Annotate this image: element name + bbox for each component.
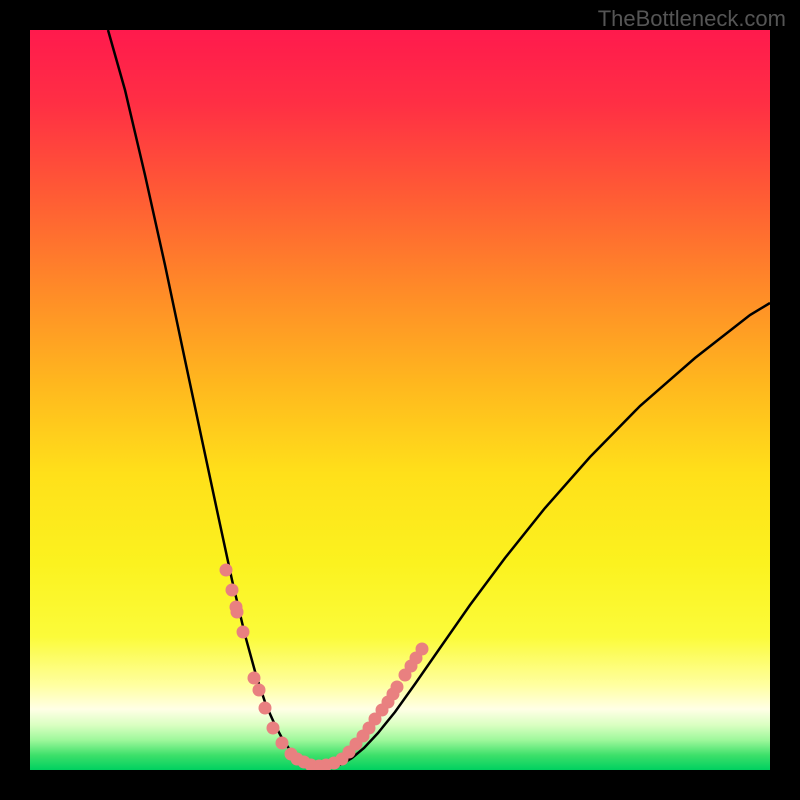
data-marker	[391, 681, 404, 694]
watermark-text: TheBottleneck.com	[598, 6, 786, 32]
data-marker	[237, 626, 250, 639]
data-marker	[416, 643, 429, 656]
data-marker	[276, 737, 289, 750]
bottleneck-chart	[30, 30, 770, 770]
gradient-background	[30, 30, 770, 770]
data-marker	[267, 722, 280, 735]
data-marker	[220, 564, 233, 577]
data-marker	[226, 584, 239, 597]
data-marker	[231, 606, 244, 619]
data-marker	[248, 672, 261, 685]
chart-plot-area	[30, 30, 770, 770]
data-marker	[253, 684, 266, 697]
data-marker	[259, 702, 272, 715]
